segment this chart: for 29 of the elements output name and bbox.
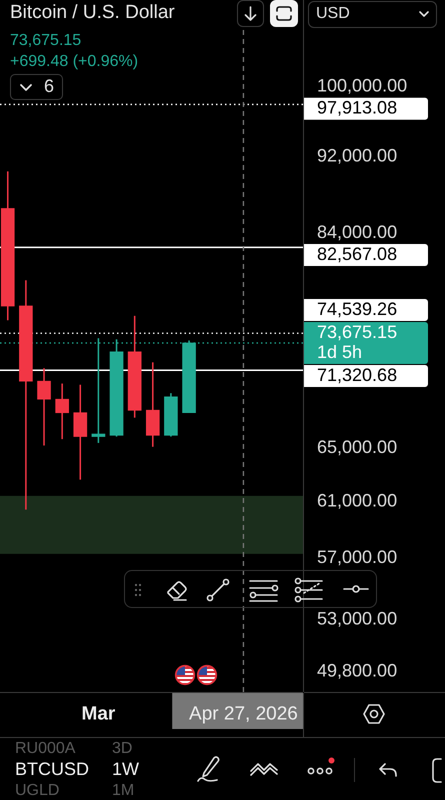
text: 1d 5h [317,342,362,362]
ref-line-label: 74,539.26 [317,298,398,319]
ref-line-label: 73,675.15 [317,322,398,342]
annotation: +699.48 (+0.96%) [10,53,138,71]
y-tick-label: 92,000.00 [317,146,398,166]
text: 1M [112,782,134,800]
y-tick-label: 61,000.00 [317,490,398,510]
y-tick-label: 100,000.00 [317,76,408,96]
annotation: 73,675.15 [10,32,82,50]
chart-title: Bitcoin / U.S. Dollar [10,2,175,24]
y-tick-label: 53,000.00 [317,608,398,628]
text: UGLD [15,782,60,800]
text: USD [316,5,350,23]
candlestick [37,367,51,446]
text: RU000A [15,740,76,758]
y-tick-label: 57,000.00 [317,547,398,568]
text: BTCUSD [15,759,90,780]
text: 1W [112,759,139,780]
ref-line-label: 82,567.08 [317,244,398,264]
y-tick-label: 49,800.00 [317,660,398,681]
x-tick-label: Mar [82,704,116,725]
y-tick-label: 65,000.00 [317,437,398,458]
x-tick-label: Apr 27, 2026 [189,704,298,725]
ref-line-label: 97,913.08 [317,98,398,118]
text: 3D [112,740,132,758]
ref-line-label: 71,320.68 [317,364,398,385]
y-tick-label: 84,000.00 [317,222,398,242]
annotation: 6 [44,76,54,97]
candlestick [55,382,69,440]
